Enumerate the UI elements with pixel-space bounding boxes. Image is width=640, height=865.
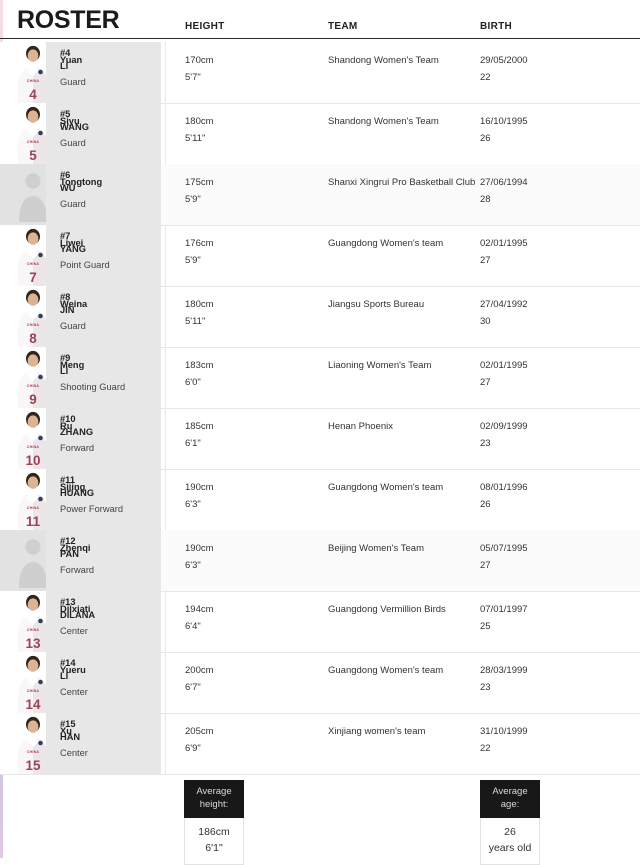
svg-text:9: 9 xyxy=(29,392,37,407)
svg-text:13: 13 xyxy=(25,636,41,651)
svg-text:15: 15 xyxy=(25,758,41,773)
svg-text:CHINA: CHINA xyxy=(27,140,40,144)
svg-text:4: 4 xyxy=(29,87,37,102)
svg-text:CHINA: CHINA xyxy=(27,628,40,632)
svg-text:CHINA: CHINA xyxy=(27,445,40,449)
svg-text:CHINA: CHINA xyxy=(27,506,40,510)
svg-text:CHINA: CHINA xyxy=(27,323,40,327)
svg-text:CHINA: CHINA xyxy=(27,384,40,388)
svg-text:10: 10 xyxy=(25,453,40,468)
svg-text:CHINA: CHINA xyxy=(27,689,40,693)
svg-text:CHINA: CHINA xyxy=(27,79,40,83)
svg-text:11: 11 xyxy=(26,514,41,529)
svg-text:14: 14 xyxy=(25,697,41,712)
svg-text:8: 8 xyxy=(29,331,37,346)
svg-text:7: 7 xyxy=(29,270,37,285)
svg-text:5: 5 xyxy=(29,148,37,163)
svg-text:CHINA: CHINA xyxy=(27,262,40,266)
svg-text:CHINA: CHINA xyxy=(27,750,40,754)
